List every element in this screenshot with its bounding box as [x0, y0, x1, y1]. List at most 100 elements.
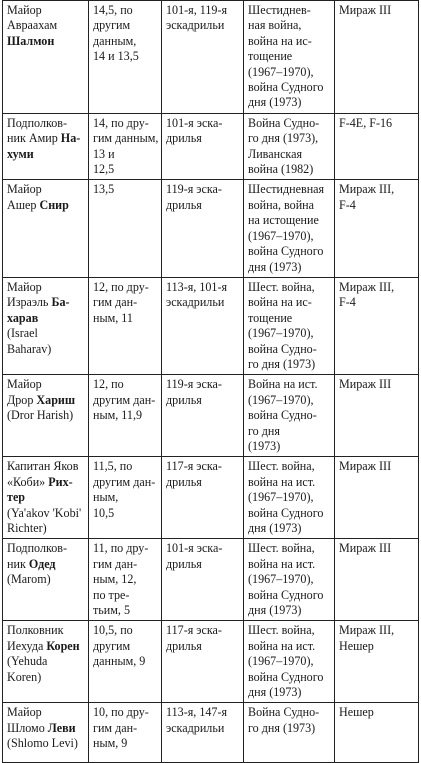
text-segment: Подполков-	[7, 541, 68, 556]
cell-line: Мираж III	[339, 3, 392, 17]
cell-line: F-4	[339, 295, 356, 310]
aircraft-cell: Мираж III	[334, 0, 419, 114]
victories-cell: 10,5, по другим данным, 9	[88, 620, 162, 704]
cell-line: хуми	[7, 147, 85, 162]
cell-line: Мираж III	[339, 541, 392, 556]
cell-line: дня (1973)	[248, 259, 302, 274]
text-segment: Майор	[7, 182, 42, 197]
cell-line: (Dror Harish)	[7, 408, 85, 423]
cell-line: 11, по дру-	[93, 541, 149, 556]
cell-line: война Судного	[248, 244, 324, 259]
text-segment: Дрор	[7, 392, 37, 407]
pilot-name-cell: Майор Израэль Ба-харав (Israel Baharav)	[2, 276, 89, 376]
cell-line: война, война	[248, 197, 315, 212]
cell-line: ник Амир На-	[7, 131, 85, 146]
cell-line: 12, по	[93, 377, 124, 392]
cell-line: Майор	[7, 377, 85, 392]
text-segment: Авраахам	[7, 18, 58, 33]
text-segment: ник	[7, 556, 29, 571]
cell-line: Шестидневная	[248, 182, 325, 197]
cell-line: дрилья	[166, 392, 202, 407]
cell-line: другим дан-	[93, 474, 156, 489]
cell-line: дрилья	[166, 638, 202, 653]
pilot-name-cell: Капитан Яков «Коби» Рих-тер (Ya'akov 'Kobi…	[2, 456, 89, 540]
pilot-name-cell: Подполков-ник Одед (Marom)	[2, 538, 89, 622]
cell-line: 10, по дру-	[93, 705, 149, 720]
cell-line: 113-я, 101-я	[166, 279, 228, 294]
table-row: Майор Шломо Леви (Shlomo Levi) 10, по дру-г…	[2, 702, 419, 763]
cell-line: война Судного	[248, 80, 324, 95]
cell-line: 14, по дру-	[93, 115, 149, 130]
squadron-cell: 117-я эска-дрилья	[161, 456, 244, 540]
cell-line: война на ист.	[248, 474, 316, 489]
cell-line: го дня	[248, 423, 280, 438]
text-segment: Майор	[7, 377, 42, 392]
text-segment: Капитан Яков	[7, 459, 79, 474]
cell-line: война (1982)	[248, 162, 314, 177]
text-segment: «Коби»	[7, 474, 49, 489]
cell-line: война Судного	[248, 587, 324, 602]
cell-line: 101-я эска-	[166, 115, 223, 130]
text-segment: Иехуда	[7, 638, 47, 653]
cell-line: Майор	[7, 3, 85, 18]
squadron-cell: 117-я эска-дрилья	[161, 620, 244, 704]
cell-line: (Marom)	[7, 572, 85, 587]
cell-line: (1973)	[248, 438, 281, 453]
cell-line: (1967–1970),	[248, 572, 314, 587]
cell-line: Шломо Леви	[7, 721, 85, 736]
cell-line: Ашер Снир	[7, 198, 85, 213]
squadron-cell: 113-я, 147-я эскадрильи	[161, 702, 244, 763]
squadron-cell: 119-я эска-дрилья	[161, 179, 244, 278]
cell-line: по тре-	[93, 587, 130, 602]
aircraft-cell: Мираж III	[334, 374, 419, 458]
cell-line: F-4	[339, 197, 356, 212]
cell-line: тер	[7, 490, 85, 505]
cell-line: F-4E, F-16	[339, 115, 393, 130]
cell-line: гим дан-	[93, 295, 138, 310]
cell-line: (1967–1970),	[248, 228, 314, 243]
pilot-surname: Шалмон	[7, 33, 55, 48]
wars-cell: Шест. война, война на ис-тощение (1967–197…	[243, 276, 335, 376]
cell-line: (Shlomo Levi)	[7, 736, 85, 751]
squadron-cell: 119-я эска-дрилья	[161, 374, 244, 458]
cell-line: Майор	[7, 280, 85, 295]
wars-cell: Шест. война, война на ист. (1967–1970), вой…	[243, 456, 335, 540]
aircraft-cell: F-4E, F-16	[334, 112, 419, 181]
cell-line: другим дан-	[93, 392, 156, 407]
cell-line: дня (1973)	[248, 521, 302, 535]
cell-line: (Ya'akov 'Kobi'	[7, 506, 85, 521]
cell-line: Шест. война,	[248, 541, 315, 556]
cell-line: Война на ист.	[248, 377, 318, 392]
cell-line: 14,5, по	[93, 3, 133, 17]
cell-line: Иехуда Корен	[7, 639, 85, 654]
cell-line: война Судно-	[248, 341, 317, 356]
text-segment: Koren)	[7, 669, 42, 684]
cell-line: Шест. война,	[248, 623, 315, 638]
text-segment: Baharav)	[7, 341, 52, 356]
cell-line: Подполков-	[7, 116, 85, 131]
cell-line: гим данным,	[93, 131, 159, 146]
table-row: Майор Авраахам Шалмон 14,5, по другим данным,…	[2, 0, 419, 114]
cell-line: тощение	[248, 310, 293, 325]
table-row: Полковник Иехуда Корен (Yehuda Koren) 10,5, …	[2, 620, 419, 704]
cell-line: 14 и 13,5	[93, 49, 139, 64]
cell-line: 117-я эска-	[166, 459, 222, 474]
text-segment: (Shlomo Levi)	[7, 736, 78, 751]
cell-line: Шестиднев-	[248, 3, 311, 17]
victories-cell: 12, по другим дан-ным, 11,9	[88, 374, 162, 458]
cell-line: Подполков-	[7, 541, 85, 556]
wars-cell: Шестиднев-ная война, война на ис-тощение(…	[243, 0, 335, 114]
cell-line: го дня (1973)	[248, 720, 316, 735]
text-segment: Подполков-	[7, 115, 68, 130]
pilot-surname: Корен	[46, 638, 80, 653]
cell-line: дрилья	[166, 197, 202, 212]
victories-cell: 14,5, по другим данным, 14 и 13,5	[88, 0, 162, 114]
cell-line: эскадрильи	[166, 295, 225, 310]
cell-line: 10,5, по	[93, 623, 133, 638]
cell-line: Мираж III,	[339, 182, 395, 197]
cell-line: Авраахам	[7, 18, 85, 33]
cell-line: тощение	[248, 49, 293, 64]
aircraft-cell: Мираж III, F-4	[334, 179, 419, 278]
